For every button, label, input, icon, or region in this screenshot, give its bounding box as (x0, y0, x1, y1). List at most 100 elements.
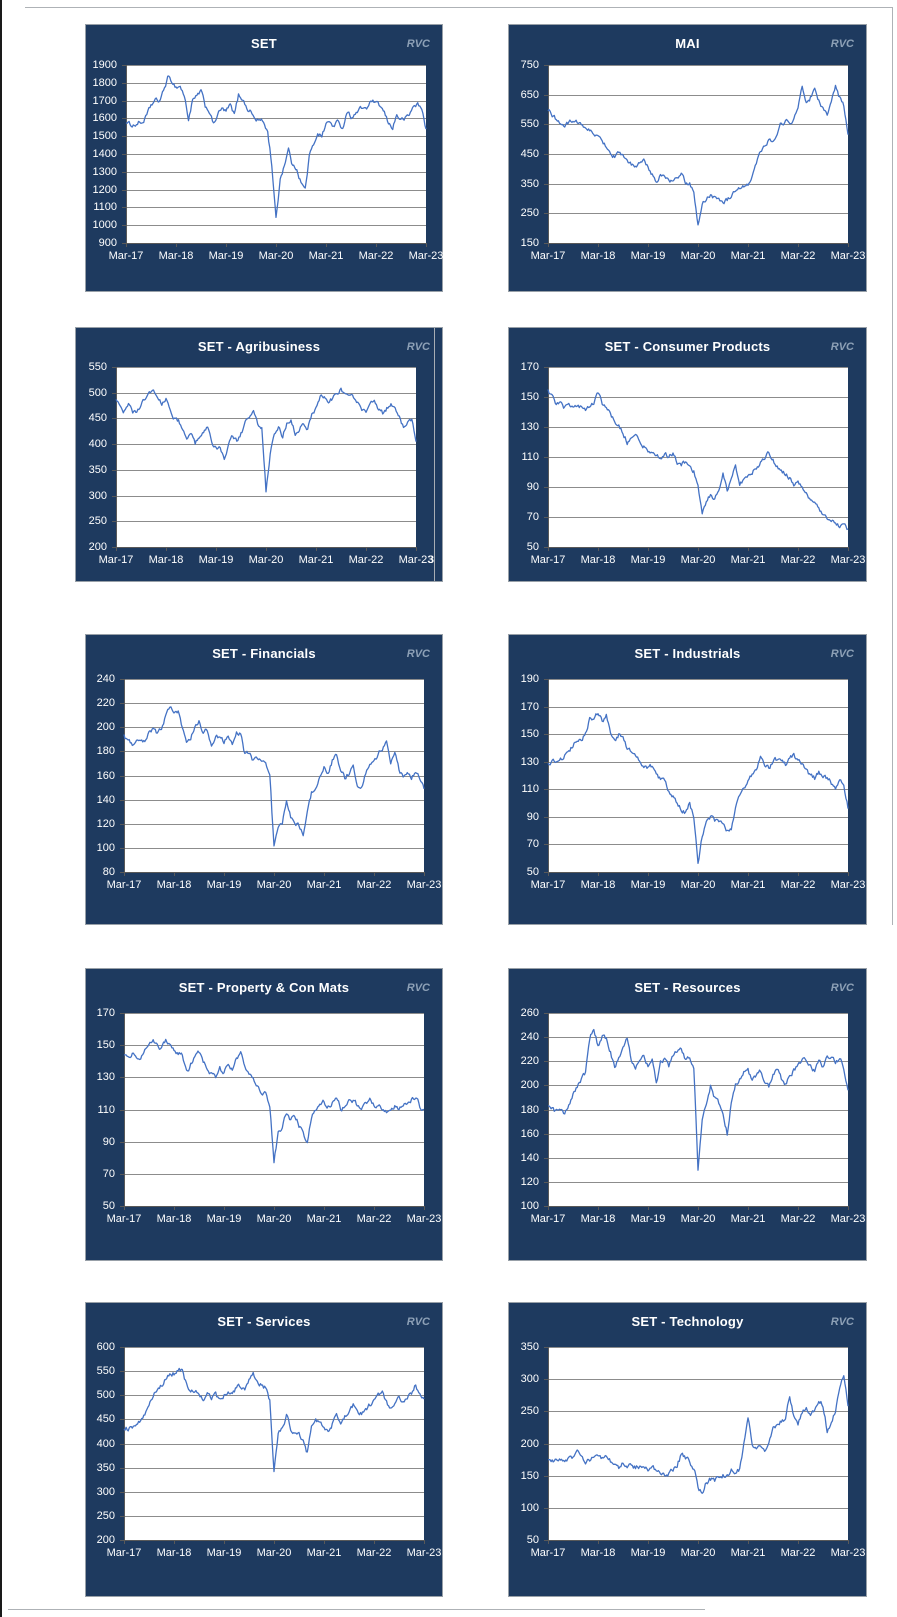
plot-area (120, 1013, 425, 1210)
x-tick-label: Mar-19 (208, 250, 244, 262)
x-tick-label: Mar-22 (356, 1547, 392, 1559)
x-tick-label: Mar-21 (308, 250, 344, 262)
chart-panel-set-resources: SET - Resources RVC 100 120 140 160 180 200 220 2… (508, 968, 867, 1261)
plot-background (124, 1347, 424, 1540)
y-tick-label: 180 (520, 1104, 539, 1116)
y-tick-label: 750 (520, 59, 539, 71)
x-tick-label: Mar-23 (406, 1547, 442, 1559)
y-tick-label: 50 (526, 866, 539, 878)
chart-title: SET - Services (217, 1314, 311, 1329)
chart-title: MAI (675, 36, 700, 51)
y-tick-label: 1400 (92, 148, 117, 160)
x-tick-label: Mar-23 (406, 1213, 442, 1225)
x-tick-label: Mar-20 (248, 554, 284, 566)
chart-title: SET - Technology (631, 1314, 744, 1329)
plot-background (124, 1013, 424, 1206)
y-tick-label: 350 (96, 1462, 115, 1474)
y-tick-label: 150 (520, 728, 539, 740)
x-tick-label: Mar-18 (580, 1547, 616, 1559)
right-gray-border (892, 7, 893, 925)
y-tick-label: 1300 (92, 166, 117, 178)
y-tick-label: 300 (88, 490, 107, 502)
y-tick-label: 1200 (92, 184, 117, 196)
y-tick-label: 130 (520, 421, 539, 433)
x-tick-label: Mar-17 (106, 1213, 142, 1225)
y-tick-label: 200 (96, 1534, 115, 1546)
y-tick-label: 220 (96, 697, 115, 709)
y-tick-label: 180 (96, 745, 115, 757)
chart-panel-set: SET RVC 900 1000 1100 1200 1300 1400 1500 1600 170… (85, 24, 443, 292)
y-tick-label: 50 (526, 541, 539, 553)
price-line (123, 1367, 425, 1473)
x-tick-label: Mar-22 (780, 250, 816, 262)
plot-background (548, 1013, 848, 1206)
x-tick-label: Mar-20 (256, 1213, 292, 1225)
y-tick-label: 150 (520, 391, 539, 403)
chart-title: SET (251, 36, 277, 51)
y-tick-label: 300 (520, 1373, 539, 1385)
x-tick-label: Mar-21 (306, 879, 342, 891)
rvc-watermark: RVC (830, 648, 854, 660)
x-tick-label: Mar-21 (730, 1213, 766, 1225)
chart-panel-set-property-con-mats: SET - Property & Con Mats RVC 50 70 90 110 130… (85, 968, 443, 1261)
plot-area (544, 367, 849, 551)
y-tick-label: 1100 (93, 201, 117, 213)
left-black-border (0, 0, 2, 1617)
y-tick-label: 70 (526, 511, 539, 523)
y-tick-label: 110 (97, 1104, 115, 1116)
y-tick-label: 550 (96, 1365, 115, 1377)
y-tick-label: 70 (526, 838, 539, 850)
rvc-watermark: RVC (406, 982, 430, 994)
x-tick-label: Mar-23 (830, 879, 866, 891)
y-tick-label: 1900 (92, 59, 117, 71)
y-tick-label: 120 (520, 1176, 539, 1188)
y-tick-label: 140 (520, 1152, 539, 1164)
y-tick-label: 400 (88, 438, 107, 450)
x-tick-label: Mar-20 (680, 250, 716, 262)
plot-background (548, 1347, 848, 1540)
y-tick-label: 160 (96, 770, 115, 782)
x-tick-label: Mar-23 (406, 879, 442, 891)
x-tick-label: Mar-18 (156, 879, 192, 891)
x-tick-label: Mar-19 (206, 879, 242, 891)
y-tick-label: 500 (88, 387, 107, 399)
x-tick-label: Mar-23 (398, 554, 434, 566)
rvc-watermark: RVC (406, 38, 430, 50)
y-tick-label: 450 (88, 412, 107, 424)
x-tick-label: Mar-17 (106, 1547, 142, 1559)
y-tick-label: 250 (520, 207, 539, 219)
chart-panel-set-consumer-products: SET - Consumer Products RVC 50 70 90 110 130 15… (508, 327, 867, 582)
x-tick-label: Mar-22 (358, 250, 394, 262)
x-tick-label: Mar-19 (198, 554, 234, 566)
x-tick-label: Mar-17 (530, 1213, 566, 1225)
y-tick-label: 300 (96, 1486, 115, 1498)
y-tick-label: 100 (96, 842, 115, 854)
x-tick-label: Mar-20 (256, 879, 292, 891)
x-tick-label: Mar-17 (530, 554, 566, 566)
x-tick-label: Mar-22 (780, 1213, 816, 1225)
x-tick-label: Mar-19 (206, 1547, 242, 1559)
y-tick-label: 150 (96, 1039, 115, 1051)
chart-title: SET - Financials (212, 646, 316, 661)
plot-area (544, 1347, 849, 1544)
x-tick-label: Mar-21 (298, 554, 334, 566)
top-gray-border (25, 7, 892, 8)
price-line (547, 84, 849, 226)
x-tick-label: Mar-19 (630, 1213, 666, 1225)
x-tick-label: Mar-20 (680, 879, 716, 891)
y-tick-label: 350 (520, 1341, 539, 1353)
rvc-watermark: RVC (406, 648, 430, 660)
price-line (123, 1038, 424, 1164)
y-tick-label: 100 (520, 1502, 539, 1514)
price-line (115, 387, 417, 493)
y-tick-label: 90 (526, 481, 539, 493)
y-tick-label: 150 (520, 237, 539, 249)
plot-area (544, 65, 849, 247)
y-tick-label: 190 (520, 673, 539, 685)
y-tick-label: 500 (96, 1389, 115, 1401)
x-tick-label: Mar-20 (680, 554, 716, 566)
y-tick-label: 170 (96, 1007, 115, 1019)
x-tick-label: Mar-18 (580, 879, 616, 891)
y-tick-label: 130 (520, 756, 539, 768)
y-tick-label: 600 (96, 1341, 115, 1353)
